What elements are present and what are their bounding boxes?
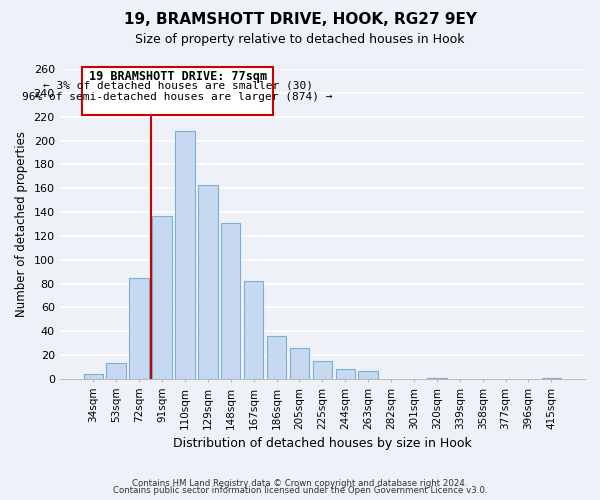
- Bar: [267, 336, 286, 379]
- Bar: [152, 216, 172, 379]
- Bar: [290, 348, 309, 379]
- Bar: [244, 281, 263, 379]
- Bar: [335, 370, 355, 379]
- X-axis label: Distribution of detached houses by size in Hook: Distribution of detached houses by size …: [173, 437, 472, 450]
- Text: Size of property relative to detached houses in Hook: Size of property relative to detached ho…: [135, 32, 465, 46]
- Bar: [83, 374, 103, 379]
- Bar: [313, 361, 332, 379]
- Text: 19 BRAMSHOTT DRIVE: 77sqm: 19 BRAMSHOTT DRIVE: 77sqm: [89, 70, 267, 83]
- Y-axis label: Number of detached properties: Number of detached properties: [15, 131, 28, 317]
- Bar: [130, 278, 149, 379]
- Bar: [358, 370, 378, 379]
- Bar: [106, 364, 126, 379]
- Text: Contains public sector information licensed under the Open Government Licence v3: Contains public sector information licen…: [113, 486, 487, 495]
- Bar: [221, 223, 241, 379]
- Text: ← 3% of detached houses are smaller (30): ← 3% of detached houses are smaller (30): [43, 81, 313, 91]
- Text: Contains HM Land Registry data © Crown copyright and database right 2024.: Contains HM Land Registry data © Crown c…: [132, 478, 468, 488]
- Text: 96% of semi-detached houses are larger (874) →: 96% of semi-detached houses are larger (…: [22, 92, 333, 102]
- Text: 19, BRAMSHOTT DRIVE, HOOK, RG27 9EY: 19, BRAMSHOTT DRIVE, HOOK, RG27 9EY: [124, 12, 476, 28]
- Bar: [198, 184, 218, 379]
- Bar: [427, 378, 446, 379]
- FancyBboxPatch shape: [82, 66, 273, 116]
- Bar: [175, 131, 194, 379]
- Bar: [542, 378, 561, 379]
